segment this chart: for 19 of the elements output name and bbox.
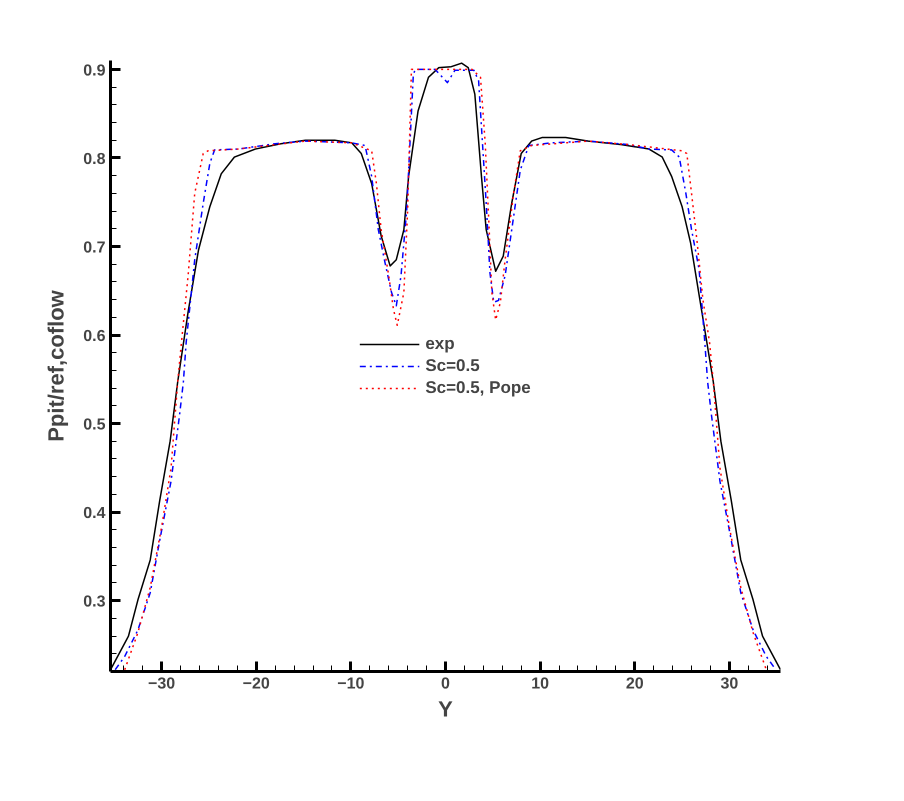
y-axis-title: Ppit/ref,coflow <box>43 289 68 442</box>
y-tick-label: 0.9 <box>83 62 106 80</box>
legend-label: exp <box>425 334 455 354</box>
y-tick-label: 0.3 <box>83 594 106 611</box>
legend-label: Sc=0.5, Pope <box>425 378 531 398</box>
y-tick-label: 0.8 <box>83 150 106 168</box>
x-tick-label: 30 <box>720 676 738 692</box>
x-tick-label: −30 <box>148 676 176 692</box>
y-tick-label: 0.6 <box>83 328 106 346</box>
x-tick-label: 10 <box>531 676 550 692</box>
legend-label: Sc=0.5 <box>425 356 480 376</box>
y-tick-label: 0.5 <box>83 416 106 434</box>
x-tick-label: −10 <box>337 676 365 692</box>
x-tick-label: −20 <box>242 676 270 692</box>
y-tick-label: 0.4 <box>83 505 106 522</box>
y-tick-label: 0.7 <box>83 239 106 256</box>
x-axis-title: Y <box>438 696 454 722</box>
x-tick-label: 20 <box>626 676 644 692</box>
x-tick-label: 0 <box>441 676 450 692</box>
